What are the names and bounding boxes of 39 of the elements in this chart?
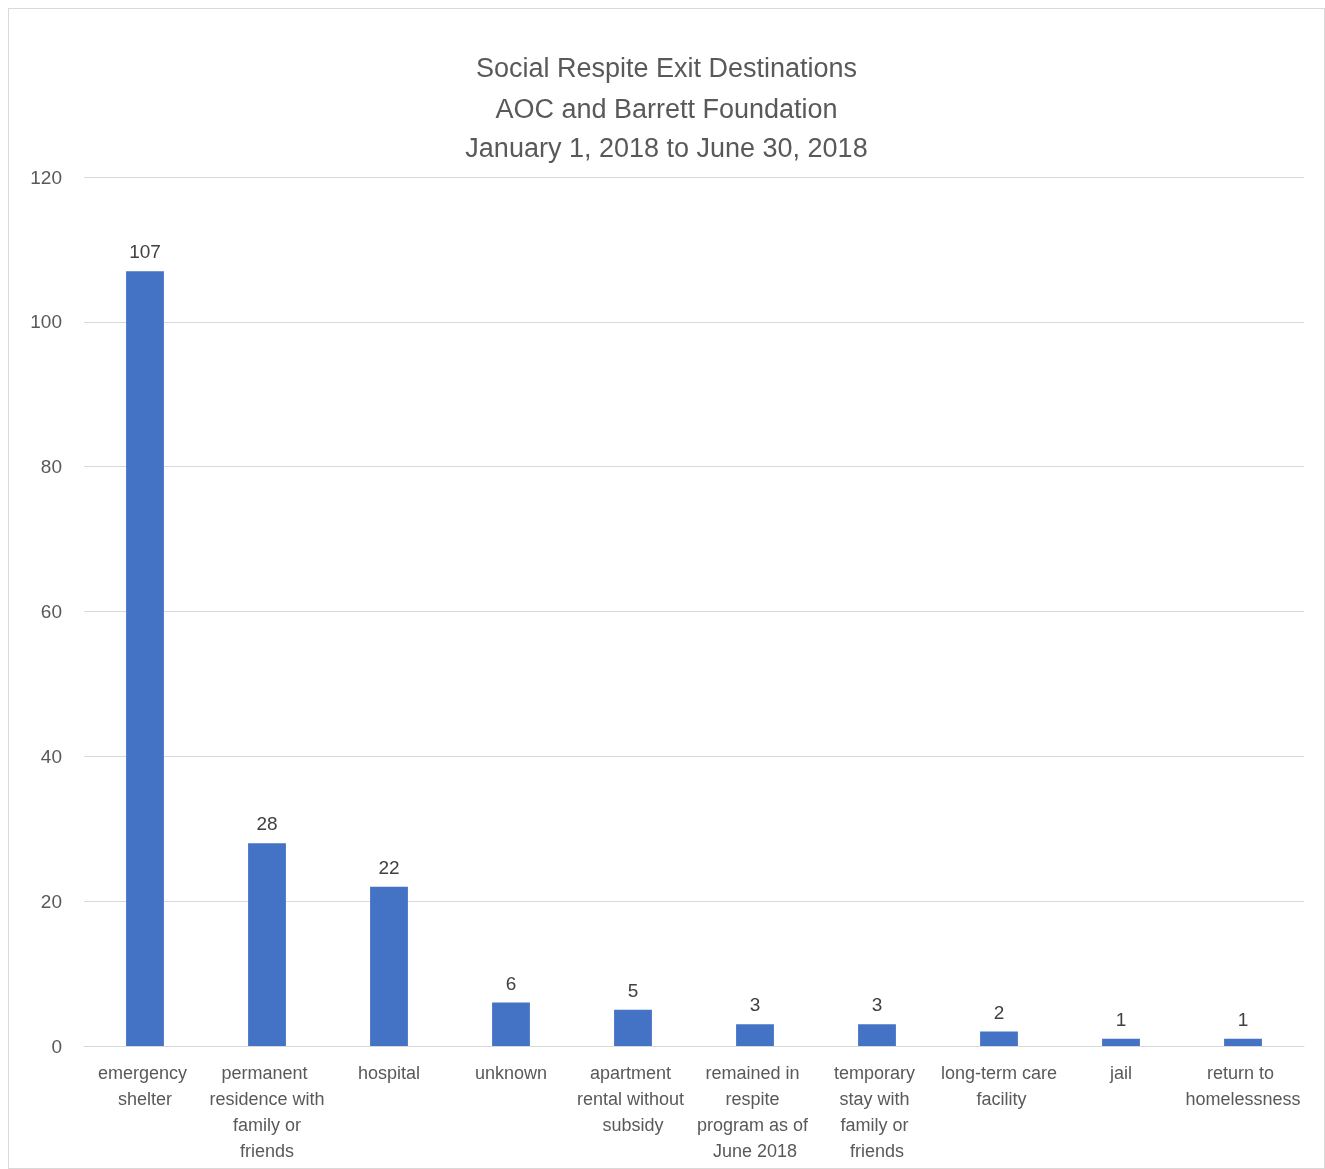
data-label: 22 <box>378 856 400 878</box>
y-tick-label: 40 <box>40 745 62 767</box>
data-label: 3 <box>871 994 883 1016</box>
y-tick-label: 100 <box>30 311 62 333</box>
y-tick-label: 20 <box>40 890 62 912</box>
data-label: 6 <box>505 972 517 994</box>
y-tick-label: 120 <box>30 166 62 188</box>
x-tick-label: emergency shelter <box>97 1063 193 1109</box>
data-label: 1 <box>1115 1008 1127 1030</box>
bar <box>1224 1038 1262 1046</box>
x-tick-label: long-term care facility <box>940 1063 1058 1109</box>
bar <box>614 1009 652 1046</box>
data-label: 2 <box>993 1001 1005 1023</box>
x-tick-label: permanent residence with family or friends <box>209 1063 325 1161</box>
bar <box>1102 1038 1140 1046</box>
x-tick-label: hospital <box>357 1063 421 1083</box>
chart-title: Social Respite Exit Destinations <box>475 52 858 83</box>
x-tick-label: temporary stay with family or friends <box>833 1063 921 1161</box>
data-label: 28 <box>256 813 278 835</box>
bar <box>736 1024 774 1046</box>
data-label: 3 <box>749 994 761 1016</box>
y-tick-label: 60 <box>40 601 62 622</box>
x-tick-label: unknown <box>474 1063 548 1083</box>
x-tick-label: return to homelessness <box>1185 1063 1301 1109</box>
bar <box>126 271 164 1046</box>
chart-subtitle: AOC and Barrett Foundation January 1, 2018 to June 30, 2018 <box>465 93 868 163</box>
bar <box>980 1031 1018 1046</box>
y-tick-label: 0 <box>51 1035 62 1057</box>
data-label: 5 <box>627 979 639 1001</box>
bar <box>370 886 408 1046</box>
bar <box>858 1024 896 1046</box>
data-label: 107 <box>129 241 161 263</box>
bar <box>248 843 286 1046</box>
bar <box>492 1002 530 1046</box>
data-label: 1 <box>1237 1008 1249 1030</box>
x-tick-label: remained in respite program as of June 2018 <box>696 1063 814 1161</box>
x-tick-label: apartment rental without subsidy <box>576 1063 690 1135</box>
y-tick-label: 80 <box>40 456 62 478</box>
x-tick-label: jail <box>1108 1063 1133 1083</box>
